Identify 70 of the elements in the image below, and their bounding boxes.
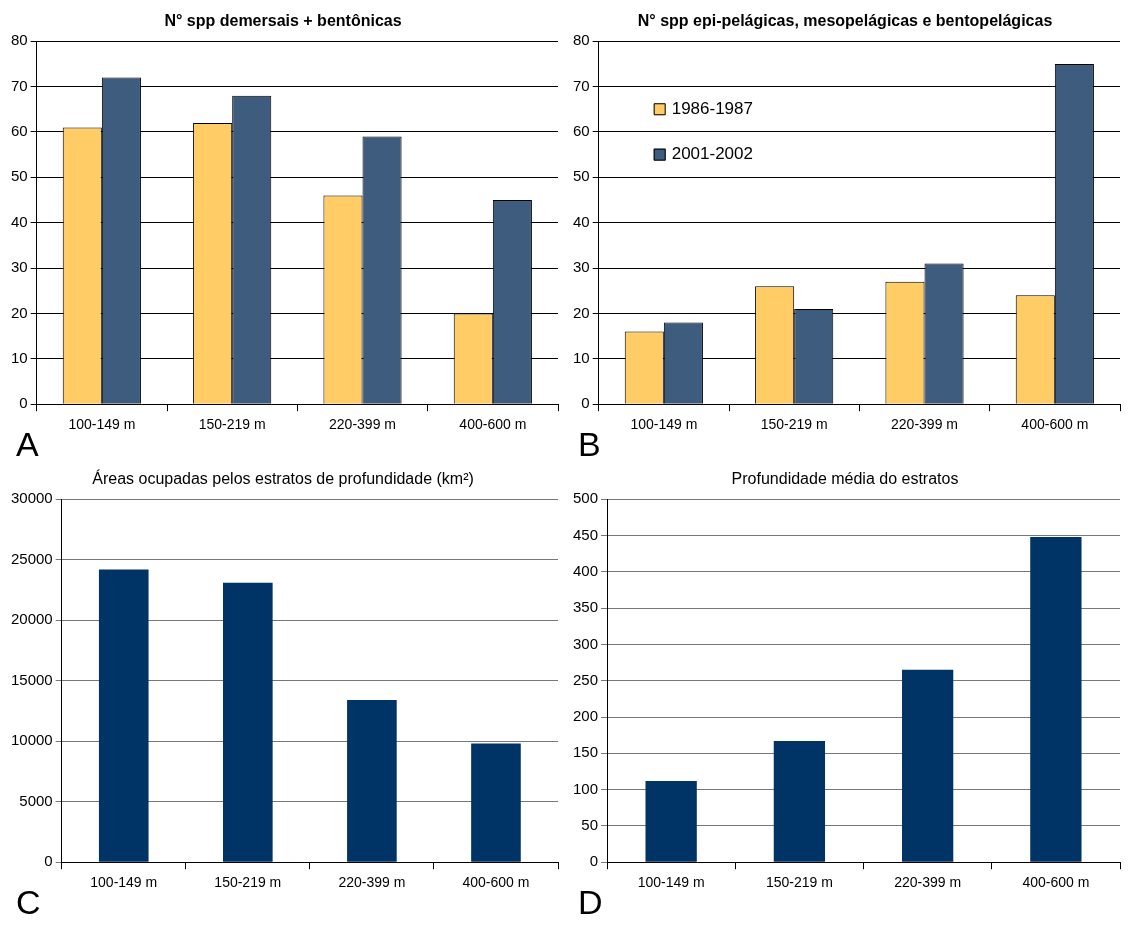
x-tick-label: 150-219 m [760,416,828,433]
y-tick-label: 25000 [10,549,53,567]
x-tick-label: 220-399 m [329,416,396,433]
chart-title: N° spp epi-pelágicas, mesopelágicas e bentopelágicas [637,12,1053,30]
text: A [16,425,39,464]
y-tick-label: 0 [44,852,53,870]
x-tick-label: 220-399 m [891,416,958,433]
y-tick-label: 0 [581,394,590,412]
y-tick-label: 100 [573,779,599,797]
y-tick-label: 450 [573,525,599,543]
x-tick-label: 100-149 m [637,874,705,891]
y-tick-label: 5000 [19,791,53,809]
x-tick-label: 100-149 m [90,874,158,891]
y-tick-label: 10 [11,348,28,366]
y-tick-label: 40 [11,212,28,230]
bar [98,569,149,862]
y-tick-label: 50 [11,167,28,185]
text: B [578,425,601,464]
x-tick-label: 150-219 m [214,874,282,891]
y-tick-label: 40 [573,212,590,230]
bar [347,700,397,862]
y-tick-label: 10 [573,348,590,366]
y-tick-label: 20 [573,303,590,321]
bar [773,740,826,862]
x-tick-label: 400-600 m [459,416,527,433]
y-tick-label: 70 [11,76,28,94]
y-tick-label: 20 [11,303,28,321]
bar [645,780,697,862]
chart-title: Profundidade média do estratos [731,470,959,488]
y-tick-label: 30 [573,258,590,276]
y-tick-label: 70 [573,76,590,94]
bar [901,669,954,862]
y-tick-label: 150 [573,743,599,761]
x-tick-label: 150-219 m [198,416,266,433]
x-tick-label: 400-600 m [1021,416,1089,433]
x-tick-label: 100-149 m [630,416,698,433]
y-tick-label: 50 [573,167,590,185]
y-tick-label: 80 [573,31,590,49]
x-tick-label: 400-600 m [1022,874,1090,891]
x-tick-label: 220-399 m [894,874,962,891]
y-tick-label: 400 [573,561,599,579]
bar [471,743,521,862]
x-tick-label: 220-399 m [338,874,406,891]
y-tick-label: 20000 [10,610,53,628]
legend-label: 1986-1987 [671,98,753,118]
x-tick-label: 150-219 m [765,874,833,891]
y-tick-label: 200 [573,707,599,725]
y-tick-label: 80 [11,31,28,49]
y-tick-label: 300 [573,634,599,652]
y-tick-label: 0 [589,852,599,870]
y-tick-label: 60 [573,122,590,140]
y-tick-label: 30 [11,258,28,276]
x-tick-label: 400-600 m [462,874,530,891]
y-tick-label: 10000 [10,731,53,749]
bar [223,582,273,862]
text: C [16,883,41,922]
y-tick-label: 500 [573,489,599,507]
y-tick-label: 250 [573,670,599,688]
x-tick-label: 100-149 m [68,416,136,433]
y-tick-label: 350 [573,598,599,616]
chart-title: Áreas ocupadas pelos estratos de profundidade (km²) [92,469,474,488]
y-tick-label: 30000 [10,489,53,507]
chart-title: N° spp demersais + bentônicas [164,12,402,30]
y-tick-label: 0 [19,394,28,412]
bar [1030,536,1082,862]
legend-label: 2001-2002 [671,144,753,164]
text: D [578,883,603,922]
y-tick-label: 50 [581,816,599,834]
y-tick-label: 15000 [10,670,53,688]
y-tick-label: 60 [11,122,28,140]
